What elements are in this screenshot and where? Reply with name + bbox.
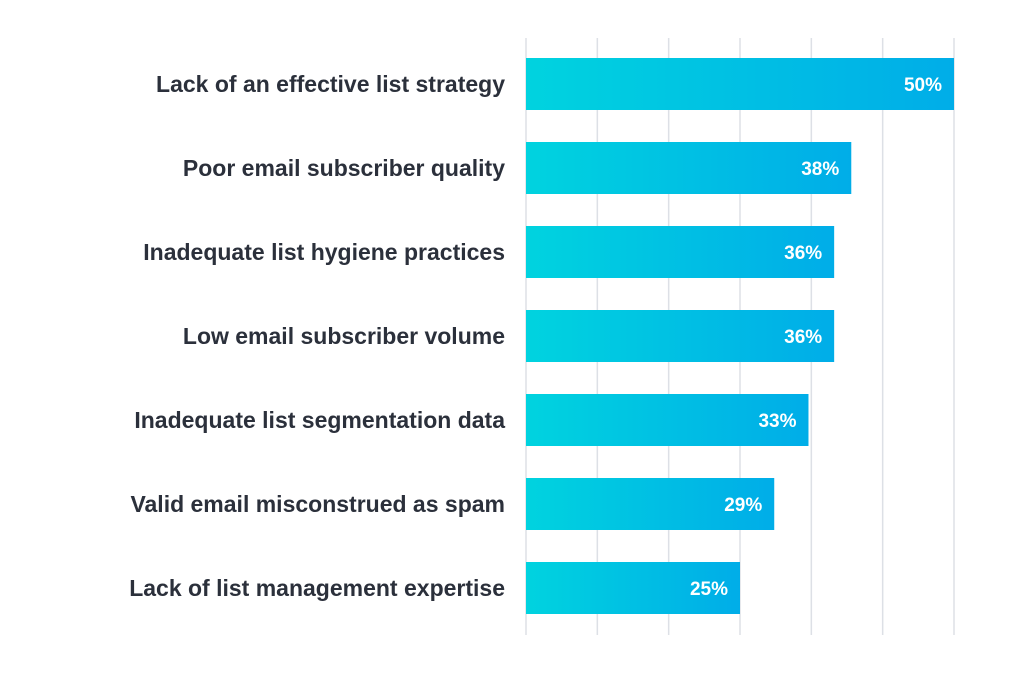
value-label: 36% <box>784 327 822 348</box>
bar-group: Low email subscriber volume 36% <box>183 310 835 362</box>
bar-group: Inadequate list segmentation data 33% <box>134 394 809 446</box>
bar <box>526 478 775 530</box>
bar-group: Inadequate list hygiene practices 36% <box>143 226 835 278</box>
value-label: 33% <box>758 411 796 432</box>
bar <box>526 142 852 194</box>
category-label: Lack of an effective list strategy <box>156 71 505 97</box>
category-label: Valid email misconstrued as spam <box>130 491 505 517</box>
bar-group: Valid email misconstrued as spam 29% <box>130 478 775 530</box>
category-label: Poor email subscriber quality <box>183 155 505 181</box>
category-label: Inadequate list hygiene practices <box>143 239 505 265</box>
bar-group: Lack of an effective list strategy 50% <box>156 58 954 110</box>
bar <box>526 562 740 614</box>
value-label: 50% <box>904 75 942 96</box>
bars: Lack of an effective list strategy 50% Poo… <box>129 58 954 614</box>
value-label: 29% <box>724 495 762 516</box>
bar <box>526 226 835 278</box>
bar-group: Lack of list management expertise 25% <box>129 562 740 614</box>
bar <box>526 58 954 110</box>
value-label: 38% <box>801 159 839 180</box>
value-label: 36% <box>784 243 822 264</box>
bar <box>526 394 809 446</box>
bar-group: Poor email subscriber quality 38% <box>183 142 852 194</box>
category-label: Lack of list management expertise <box>129 575 505 601</box>
bar <box>526 310 835 362</box>
category-label: Low email subscriber volume <box>183 323 505 349</box>
category-label: Inadequate list segmentation data <box>134 407 505 433</box>
value-label: 25% <box>690 579 728 600</box>
